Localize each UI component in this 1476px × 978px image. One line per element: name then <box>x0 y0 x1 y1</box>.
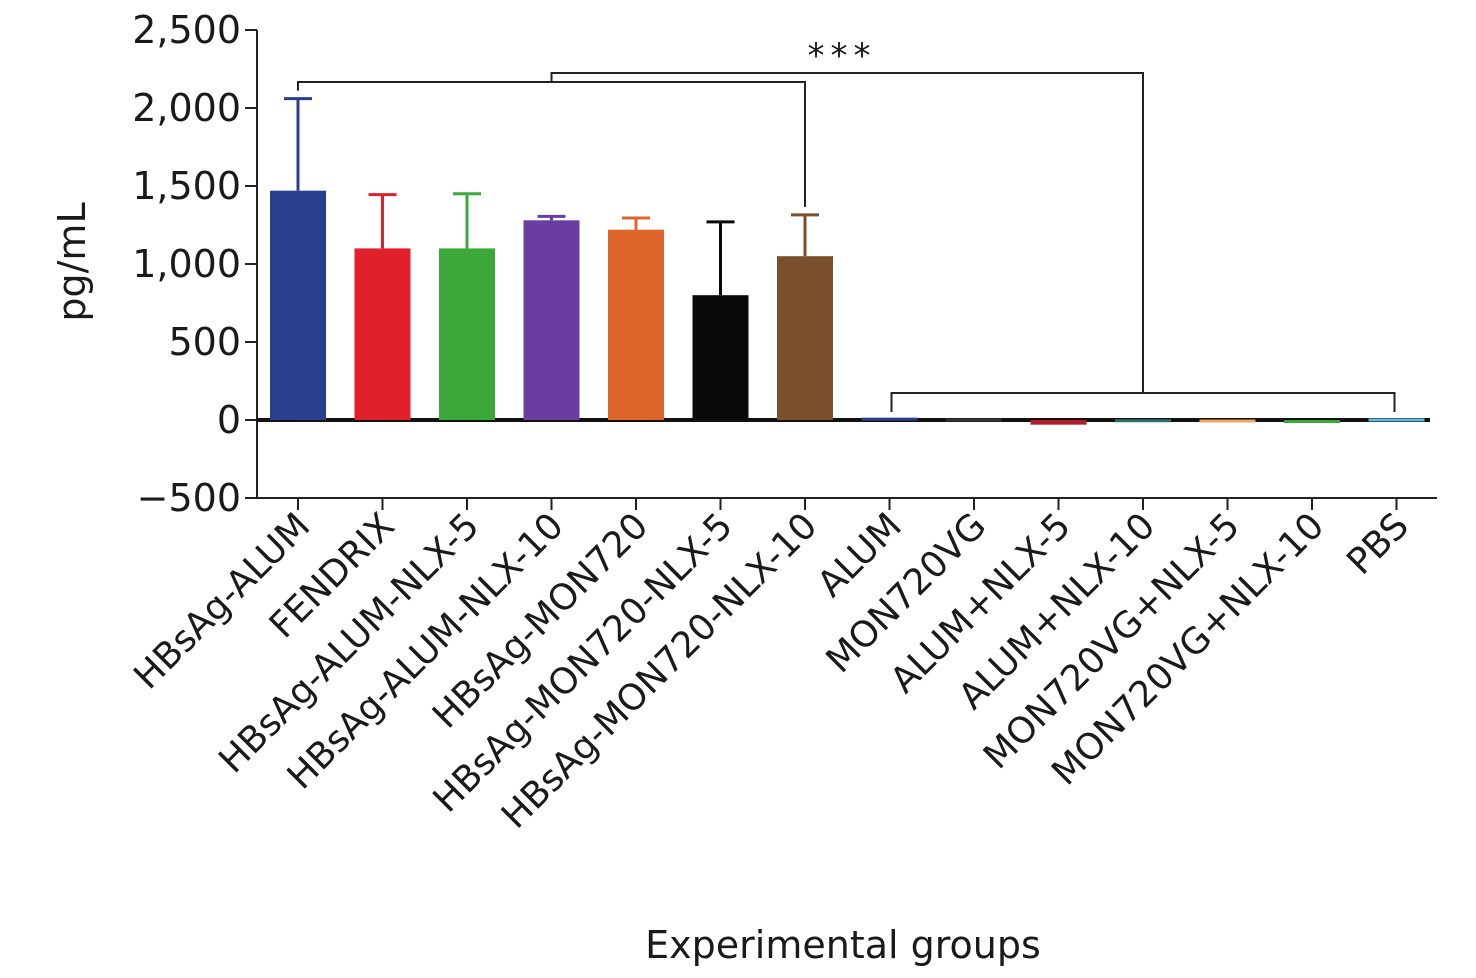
y-tick-label: −500 <box>137 476 241 520</box>
y-axis-title: pg/mL <box>50 202 94 321</box>
bar <box>1115 419 1171 423</box>
y-tick-label: 500 <box>168 320 241 364</box>
bar <box>1030 420 1087 425</box>
bar <box>946 418 1002 422</box>
bracket-right-group <box>890 392 1396 412</box>
bar <box>861 417 918 421</box>
bar <box>439 248 495 420</box>
significance-bracket <box>297 72 1396 412</box>
significance-label: *** <box>808 36 877 76</box>
y-tick-label: 0 <box>217 398 241 442</box>
bar <box>1199 419 1256 423</box>
y-tick-label: 2,500 <box>132 8 241 52</box>
bar <box>270 190 326 420</box>
y-tick-label: 1,500 <box>132 164 241 208</box>
bar <box>777 256 833 420</box>
bar <box>1368 418 1425 422</box>
bar <box>608 229 664 420</box>
x-tick-label: PBS <box>1339 505 1417 583</box>
x-axis-title: Experimental groups <box>645 923 1041 967</box>
bar <box>692 295 749 420</box>
y-tick-label: 1,000 <box>132 242 241 286</box>
bar <box>1284 420 1340 423</box>
bar <box>354 248 411 420</box>
y-tick-label: 2,000 <box>132 86 241 130</box>
bracket-connector <box>550 72 1144 393</box>
bar <box>523 220 580 420</box>
bracket-left-group <box>297 81 806 207</box>
bars <box>270 97 1425 425</box>
